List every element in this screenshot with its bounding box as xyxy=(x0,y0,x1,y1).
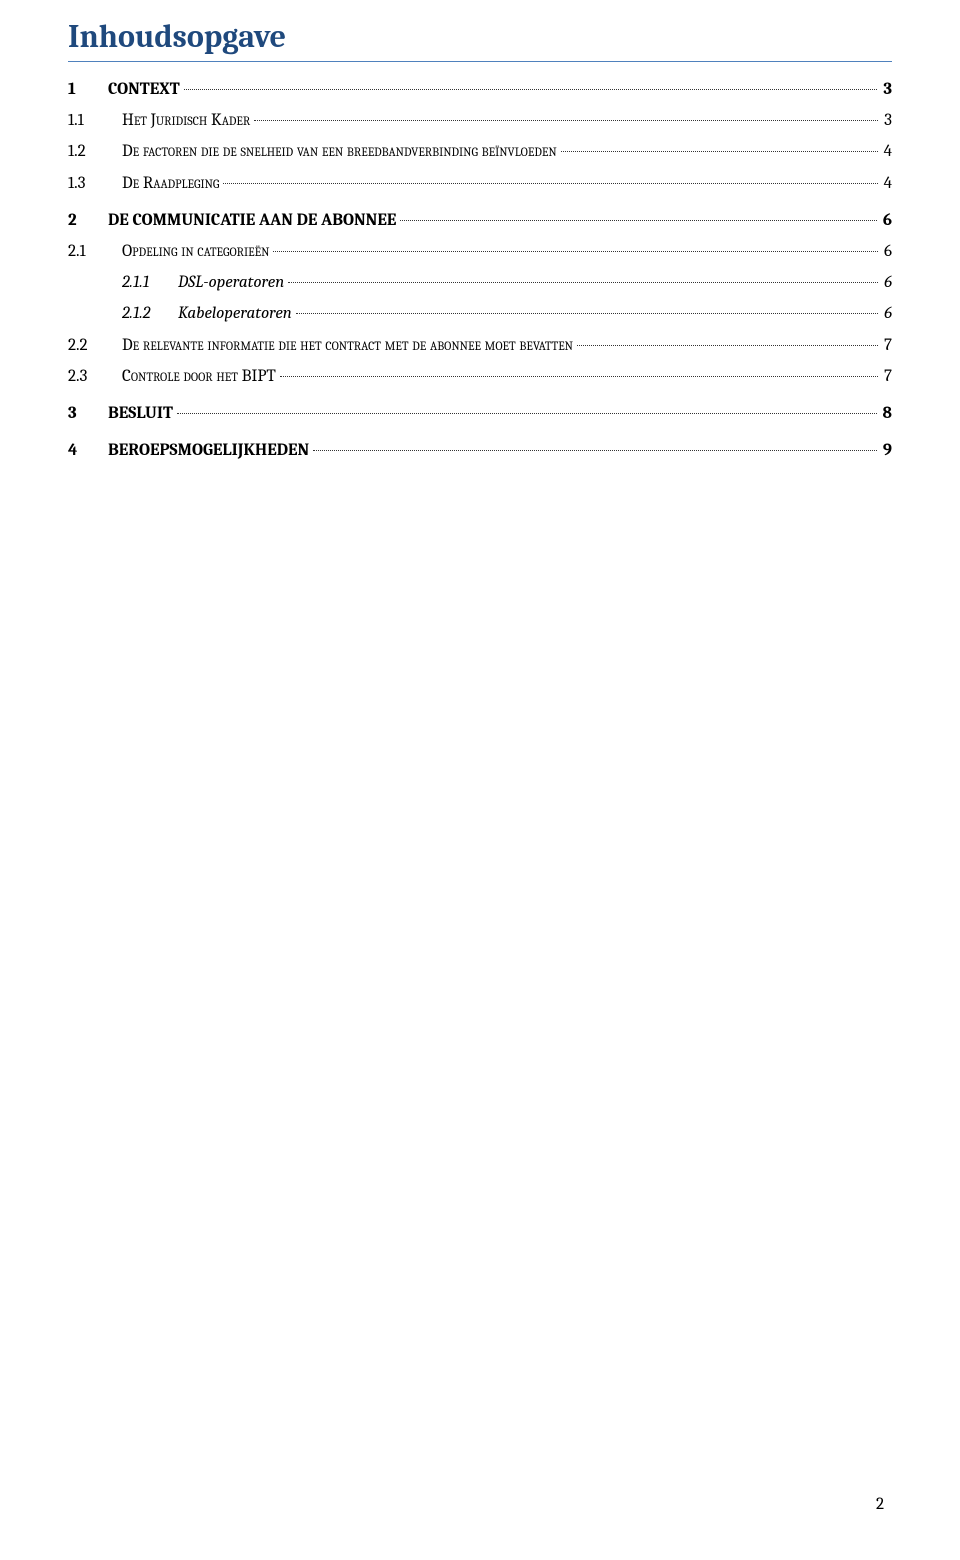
toc-entry-page: 6 xyxy=(882,300,892,327)
toc-leader-dots xyxy=(313,450,877,451)
toc-entry: 2.1.2Kabeloperatoren 6 xyxy=(68,300,892,327)
toc-entry-label: CONTEXT xyxy=(108,76,180,103)
toc-entry-label: De Raadpleging xyxy=(122,170,219,197)
toc-entry-page: 3 xyxy=(881,76,892,103)
toc-leader-dots xyxy=(223,183,877,184)
toc-leader-dots xyxy=(561,151,878,152)
toc-entry-label: DE COMMUNICATIE AAN DE ABONNEE xyxy=(108,207,396,234)
toc-entry-label: Controle door het BIPT xyxy=(122,363,276,390)
toc-leader-dots xyxy=(184,89,878,90)
toc-entry: 1.1Het Juridisch Kader 3 xyxy=(68,107,892,134)
toc-entry-page: 4 xyxy=(882,170,892,197)
toc-leader-dots xyxy=(280,376,878,377)
toc-entry-label: DSL-operatoren xyxy=(178,269,284,296)
toc-entry-number: 4 xyxy=(68,437,108,464)
page-number: 2 xyxy=(876,1495,884,1514)
toc-entry-number: 1 xyxy=(68,76,108,103)
toc-entry: 2DE COMMUNICATIE AAN DE ABONNEE 6 xyxy=(68,207,892,234)
toc-entry-number: 2.2 xyxy=(68,332,122,359)
toc-entry-number: 2.1.2 xyxy=(68,300,178,327)
toc-leader-dots xyxy=(288,282,878,283)
toc-leader-dots xyxy=(254,120,878,121)
toc-entry: 2.2De relevante informatie die het contr… xyxy=(68,332,892,359)
toc-entry: 1.3De Raadpleging 4 xyxy=(68,170,892,197)
toc-entry-page: 6 xyxy=(882,269,892,296)
toc-entry-label: BESLUIT xyxy=(108,400,173,427)
table-of-contents: 1CONTEXT 3 1.1Het Juridisch Kader 3 1.2De fa… xyxy=(68,76,892,464)
toc-leader-dots xyxy=(296,313,878,314)
toc-entry-number: 1.2 xyxy=(68,138,122,165)
toc-entry-number: 1.1 xyxy=(68,107,122,134)
toc-entry-page: 7 xyxy=(882,332,892,359)
toc-entry-label: BEROEPSMOGELIJKHEDEN xyxy=(108,437,309,464)
toc-entry: 4BEROEPSMOGELIJKHEDEN 9 xyxy=(68,437,892,464)
toc-entry-number: 2.3 xyxy=(68,363,122,390)
toc-leader-dots xyxy=(577,345,878,346)
toc-entry-page: 3 xyxy=(882,107,892,134)
toc-entry: 2.1Opdeling in categorieën 6 xyxy=(68,238,892,265)
toc-entry-number: 1.3 xyxy=(68,170,122,197)
toc-entry-label: Het Juridisch Kader xyxy=(122,107,250,134)
toc-leader-dots xyxy=(400,220,876,221)
toc-entry-label: Opdeling in categorieën xyxy=(122,238,269,265)
toc-entry: 1CONTEXT 3 xyxy=(68,76,892,103)
toc-entry-page: 7 xyxy=(882,363,892,390)
toc-leader-dots xyxy=(177,413,877,414)
toc-entry-number: 2.1 xyxy=(68,238,122,265)
toc-entry-label: De relevante informatie die het contract… xyxy=(122,332,573,359)
toc-entry-label: Kabeloperatoren xyxy=(178,300,292,327)
toc-entry-page: 8 xyxy=(881,400,892,427)
toc-entry-label: De factoren die de snelheid van een bree… xyxy=(122,138,557,165)
toc-entry: 1.2De factoren die de snelheid van een b… xyxy=(68,138,892,165)
toc-entry-number: 3 xyxy=(68,400,108,427)
toc-entry: 2.3Controle door het BIPT 7 xyxy=(68,363,892,390)
toc-entry: 2.1.1DSL-operatoren 6 xyxy=(68,269,892,296)
toc-title: Inhoudsopgave xyxy=(68,18,892,62)
toc-entry-page: 6 xyxy=(882,238,892,265)
toc-entry-page: 6 xyxy=(881,207,892,234)
toc-entry: 3BESLUIT 8 xyxy=(68,400,892,427)
toc-entry-page: 9 xyxy=(881,437,892,464)
toc-entry-page: 4 xyxy=(882,138,892,165)
document-page: Inhoudsopgave 1CONTEXT31.1Het Juridisch … xyxy=(0,0,960,1560)
toc-entry-number: 2 xyxy=(68,207,108,234)
toc-leader-dots xyxy=(273,251,878,252)
toc-entry-number: 2.1.1 xyxy=(68,269,178,296)
